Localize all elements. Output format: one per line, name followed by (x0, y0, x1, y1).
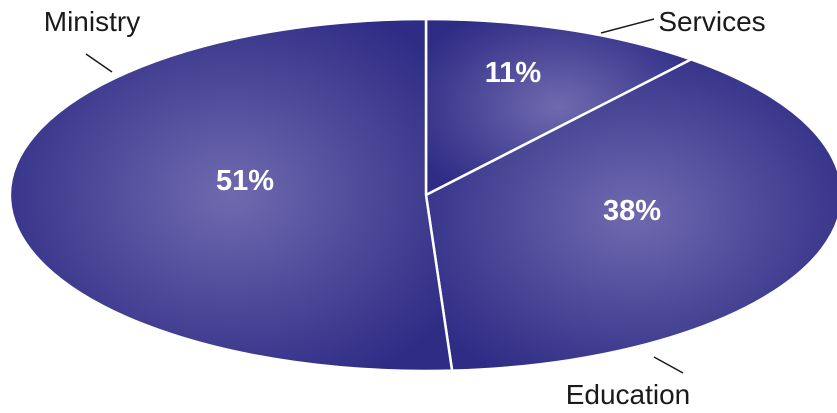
slice-value-label-services: 11% (485, 57, 542, 89)
slice-value-label-education: 38% (603, 195, 661, 227)
pie-slice-services (424, 17, 695, 198)
category-label-education: Education (566, 379, 691, 410)
pie-slice-education (424, 58, 837, 372)
leader-line-services (600, 18, 655, 34)
category-label-ministry: Ministry (44, 6, 140, 37)
slice-value-label-ministry: 51% (216, 165, 274, 197)
pie-slices (8, 17, 837, 373)
leader-line-ministry (85, 53, 113, 73)
labels: 11% Services 38% Education 51% Ministry (44, 6, 766, 410)
leader-lines (85, 18, 684, 374)
pie-slice-ministry (8, 17, 454, 373)
category-label-services: Services (658, 6, 765, 37)
leader-line-education (653, 356, 684, 374)
